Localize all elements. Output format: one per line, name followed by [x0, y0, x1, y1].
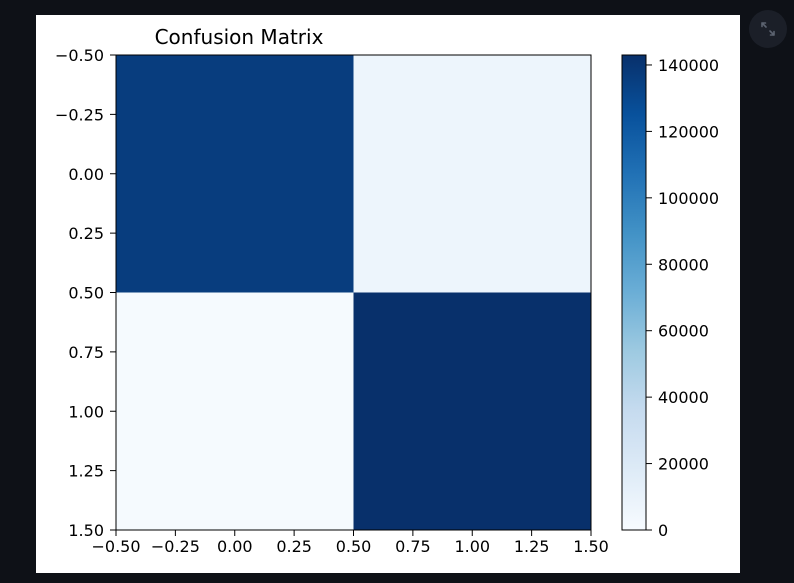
x-tick-label: −0.50	[91, 537, 140, 556]
x-tick-label: 0.50	[336, 537, 372, 556]
colorbar	[621, 54, 647, 531]
colorbar-tick-label: 0	[658, 521, 668, 540]
x-tick-label: 0.25	[276, 537, 312, 556]
expand-button[interactable]	[749, 10, 787, 48]
x-tick-label: 1.00	[454, 537, 490, 556]
colorbar-tick-label: 80000	[658, 255, 709, 274]
x-tick-label: 0.00	[217, 537, 253, 556]
y-tick-label: 0.50	[68, 284, 104, 303]
heatmap-cells	[116, 55, 591, 530]
y-tick-label: 1.25	[68, 462, 104, 481]
x-tick-label: 1.50	[573, 537, 609, 556]
y-tick-label: −0.25	[55, 105, 104, 124]
heatmap-cell-0-0	[116, 55, 354, 293]
colorbar-tick-label: 40000	[658, 388, 709, 407]
expand-icon	[761, 22, 775, 36]
y-axis: −0.50 −0.25 0.00 0.25 0.50 0.75 1.00 1.25 1.50	[55, 46, 116, 540]
confusion-matrix-chart: Confusion Matrix −0.50 −0.25 0.00 0.25 0.50 0…	[55, 25, 719, 556]
y-tick-label: 0.75	[68, 343, 104, 362]
y-tick-label: 0.00	[68, 165, 104, 184]
y-tick-label: −0.50	[55, 46, 104, 65]
x-axis: −0.50 −0.25 0.00 0.25 0.50 0.75 1.00 1.25 1.50	[91, 530, 609, 556]
colorbar-tick-label: 20000	[658, 455, 709, 474]
y-tick-label: 0.25	[68, 224, 104, 243]
colorbar-tick-label: 100000	[658, 189, 719, 208]
colorbar-axis: 0 20000 40000 60000 80000 100000 120000 140000	[646, 56, 719, 540]
y-tick-label: 1.00	[68, 402, 104, 421]
chart-figure: Confusion Matrix −0.50 −0.25 0.00 0.25 0.50 0…	[36, 15, 740, 573]
heatmap-cell-0-1	[353, 55, 591, 293]
chart-title: Confusion Matrix	[155, 25, 324, 49]
y-tick-label: 1.50	[68, 521, 104, 540]
heatmap-cell-1-1	[353, 292, 591, 530]
heatmap-cell-1-0	[116, 292, 354, 530]
colorbar-tick-label: 140000	[658, 56, 719, 75]
colorbar-tick-label: 60000	[658, 322, 709, 341]
colorbar-tick-label: 120000	[658, 122, 719, 141]
x-tick-label: −0.25	[151, 537, 200, 556]
x-tick-label: 0.75	[395, 537, 431, 556]
x-tick-label: 1.25	[514, 537, 550, 556]
